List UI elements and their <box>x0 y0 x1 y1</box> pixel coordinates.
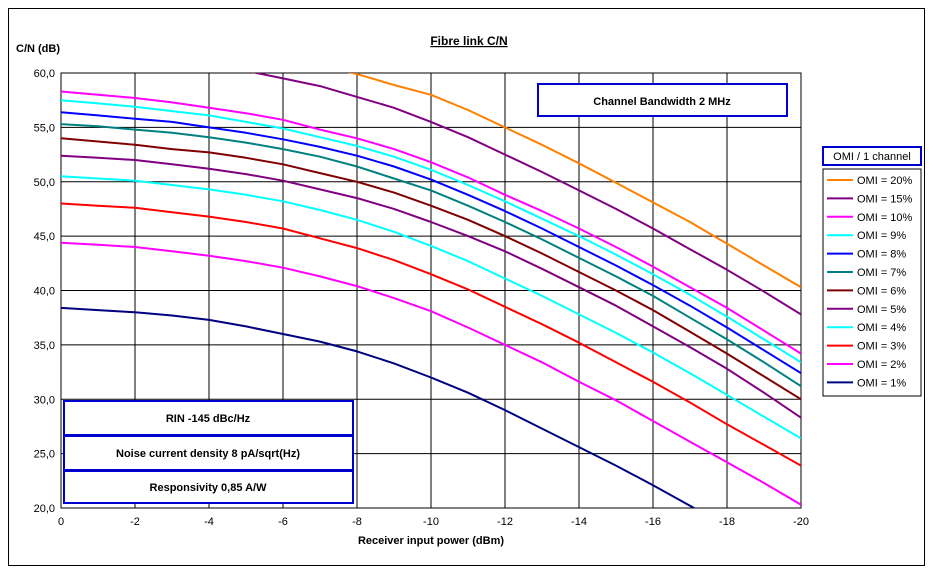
legend-item: OMI = 1% <box>827 377 906 389</box>
legend-label: OMI = 10% <box>857 212 913 224</box>
responsivity-box: Responsivity 0,85 A/W <box>63 470 354 504</box>
legend-label: OMI = 3% <box>857 341 906 353</box>
y-tick-label: 40,0 <box>34 286 55 298</box>
chart-title: Fibre link C/N <box>430 34 507 48</box>
series-line-11 <box>61 241 801 506</box>
x-tick-label: -12 <box>497 516 513 528</box>
x-axis-label: Receiver input power (dBm) <box>358 535 504 547</box>
legend-title: OMI / 1 channel <box>833 151 911 163</box>
bandwidth-label: Channel Bandwidth 2 MHz <box>593 96 731 108</box>
series-line-6 <box>61 123 801 388</box>
legend: OMI / 1 channel OMI = 20% OMI = 15% OMI = … <box>822 146 922 397</box>
series-line-10 <box>61 202 801 467</box>
legend-item: OMI = 15% <box>827 193 913 205</box>
y-tick-label: 45,0 <box>34 231 55 243</box>
series-line-5 <box>61 111 801 375</box>
legend-label: OMI = 15% <box>857 193 913 205</box>
y-tick-labels: 20,0 25,0 30,0 35,0 40,0 45,0 50,0 55,0 60,0 <box>34 68 55 515</box>
legend-item: OMI = 3% <box>827 341 906 353</box>
series-line-3 <box>61 90 801 355</box>
legend-label: OMI = 8% <box>857 249 906 261</box>
legend-box <box>822 168 922 397</box>
legend-label: OMI = 20% <box>857 175 913 187</box>
x-tick-label: -10 <box>423 516 439 528</box>
series-line-9 <box>61 175 801 440</box>
x-tick-label: -18 <box>719 516 735 528</box>
series-line-4 <box>61 99 801 364</box>
x-tick-label: -8 <box>352 516 362 528</box>
x-tick-label: -4 <box>204 516 214 528</box>
legend-item: OMI = 20% <box>827 175 913 187</box>
y-tick-label: 55,0 <box>34 122 55 134</box>
x-tick-label: -2 <box>130 516 140 528</box>
rin-label: RIN -145 dBc/Hz <box>166 413 251 425</box>
rin-box: RIN -145 dBc/Hz <box>63 400 354 436</box>
legend-item: OMI = 10% <box>827 212 913 224</box>
legend-label: OMI = 9% <box>857 230 906 242</box>
legend-item: OMI = 8% <box>827 249 906 261</box>
legend-item: OMI = 2% <box>827 359 906 371</box>
noise-box: Noise current density 8 pA/sqrt(Hz) <box>63 435 354 471</box>
y-tick-label: 50,0 <box>34 177 55 189</box>
y-tick-label: 25,0 <box>34 449 55 461</box>
series-line-1 <box>347 73 801 289</box>
series-lines <box>61 73 801 508</box>
x-tick-label: -6 <box>278 516 288 528</box>
x-tick-label: -14 <box>571 516 587 528</box>
y-tick-label: 35,0 <box>34 340 55 352</box>
legend-label: OMI = 2% <box>857 359 906 371</box>
legend-item: OMI = 4% <box>827 322 906 334</box>
y-tick-label: 20,0 <box>34 503 55 515</box>
series-line-12 <box>61 306 696 508</box>
legend-title-box <box>822 146 922 166</box>
responsivity-label: Responsivity 0,85 A/W <box>150 482 268 494</box>
legend-item: OMI = 7% <box>827 267 906 279</box>
y-tick-label: 30,0 <box>34 394 55 406</box>
noise-label: Noise current density 8 pA/sqrt(Hz) <box>116 448 300 460</box>
legend-item: OMI = 6% <box>827 285 906 297</box>
x-tick-label: -16 <box>645 516 661 528</box>
x-tick-label: -20 <box>793 516 809 528</box>
legend-label: OMI = 5% <box>857 304 906 316</box>
x-tick-label: 0 <box>58 516 64 528</box>
legend-label: OMI = 7% <box>857 267 906 279</box>
legend-item: OMI = 9% <box>827 230 906 242</box>
series-line-7 <box>61 137 801 401</box>
y-tick-label: 60,0 <box>34 68 55 80</box>
legend-item: OMI = 5% <box>827 304 906 316</box>
x-tick-labels: 0 -2 -4 -6 -8 -10 -12 -14 -16 -18 -20 <box>58 516 809 528</box>
legend-label: OMI = 1% <box>857 377 906 389</box>
y-axis-label: C/N (dB) <box>16 43 60 55</box>
legend-label: OMI = 4% <box>857 322 906 334</box>
legend-label: OMI = 6% <box>857 285 906 297</box>
series-line-2 <box>251 73 801 316</box>
series-line-8 <box>61 154 801 419</box>
bandwidth-box: Channel Bandwidth 2 MHz <box>537 83 788 117</box>
